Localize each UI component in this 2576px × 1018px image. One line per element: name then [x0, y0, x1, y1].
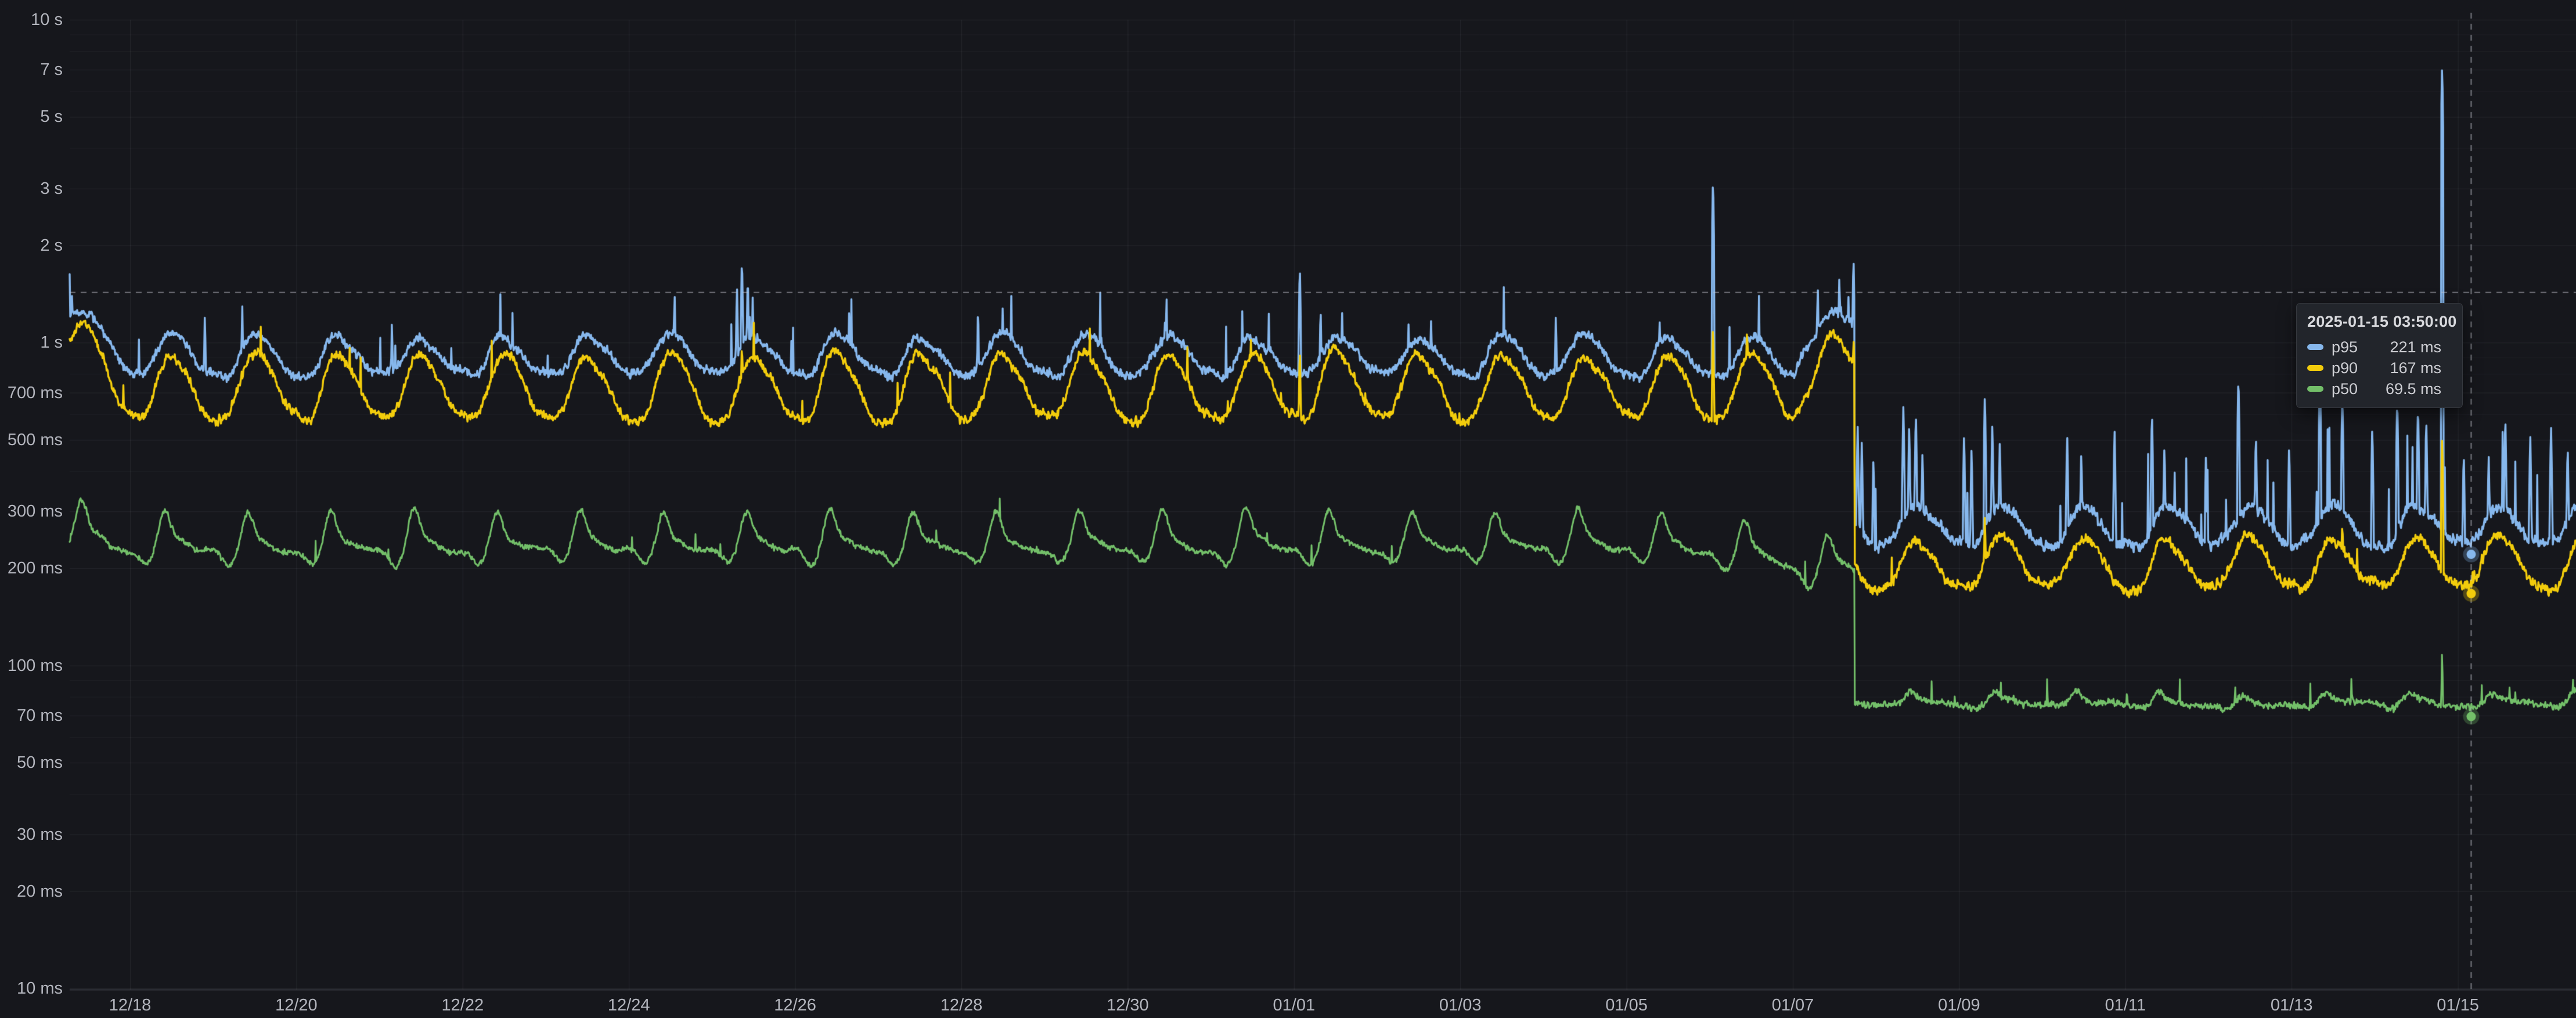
tooltip-series-value: 167 ms [2390, 359, 2441, 377]
y-axis-tick-label: 50 ms [17, 753, 63, 772]
x-axis-tick-label: 12/28 [940, 996, 983, 1015]
x-axis-tick-label: 01/13 [2270, 996, 2313, 1015]
p95-series-color-pill [2307, 344, 2323, 350]
p50-series-color-pill [2307, 386, 2323, 392]
x-axis-tick-label: 12/24 [607, 996, 650, 1015]
tooltip-series-label: p90 [2332, 359, 2358, 377]
x-axis-tick-label: 12/18 [109, 996, 152, 1015]
tooltip-row-p50: p50 69.5 ms [2307, 378, 2451, 399]
tooltip-series-label: p95 [2332, 338, 2358, 356]
x-axis-tick-label: 01/07 [1771, 996, 1814, 1015]
y-axis-tick-label: 1 s [40, 333, 63, 352]
x-axis-tick-label: 12/30 [1107, 996, 1149, 1015]
y-axis-tick-label: 7 s [40, 60, 63, 80]
tooltip-row-p95: p95 221 ms [2307, 337, 2451, 358]
x-axis-tick-label: 01/03 [1439, 996, 1482, 1015]
x-axis-tick-label: 12/20 [275, 996, 318, 1015]
x-axis-tick-label: 01/01 [1273, 996, 1316, 1015]
y-axis-tick-label: 700 ms [7, 383, 63, 402]
tooltip-timestamp: 2025-01-15 03:50:00 [2307, 313, 2457, 330]
hover-tooltip: 2025-01-15 03:50:00 p95 221 ms p90 167 m… [2296, 303, 2463, 408]
tooltip-row-p90: p90 167 ms [2307, 358, 2451, 378]
x-axis-tick-label: 12/26 [774, 996, 816, 1015]
tooltip-series-value: 69.5 ms [2385, 380, 2441, 398]
y-axis-tick-label: 70 ms [17, 706, 63, 725]
y-axis-tick-label: 2 s [40, 236, 63, 255]
y-axis-tick-label: 5 s [40, 107, 63, 127]
y-axis-tick-label: 500 ms [7, 430, 63, 449]
x-axis-tick-label: 12/22 [441, 996, 484, 1015]
y-axis-tick-label: 10 ms [17, 979, 63, 998]
x-axis-tick-label: 01/05 [1605, 996, 1648, 1015]
y-axis-tick-label: 30 ms [17, 825, 63, 844]
x-axis-tick-label: 01/11 [2105, 996, 2146, 1015]
x-axis-tick-label: 01/09 [1938, 996, 1980, 1015]
y-axis-tick-label: 100 ms [7, 656, 63, 675]
p90-series-color-pill [2307, 365, 2323, 371]
y-axis-tick-label: 3 s [40, 179, 63, 198]
x-axis-tick-label: 01/15 [2437, 996, 2479, 1015]
y-axis-tick-label: 200 ms [7, 559, 63, 578]
y-axis-tick-label: 20 ms [17, 882, 63, 901]
y-axis-tick-label: 300 ms [7, 502, 63, 521]
y-axis-tick-label: 10 s [31, 10, 63, 29]
tooltip-series-label: p50 [2332, 380, 2358, 398]
tooltip-series-value: 221 ms [2390, 338, 2441, 356]
